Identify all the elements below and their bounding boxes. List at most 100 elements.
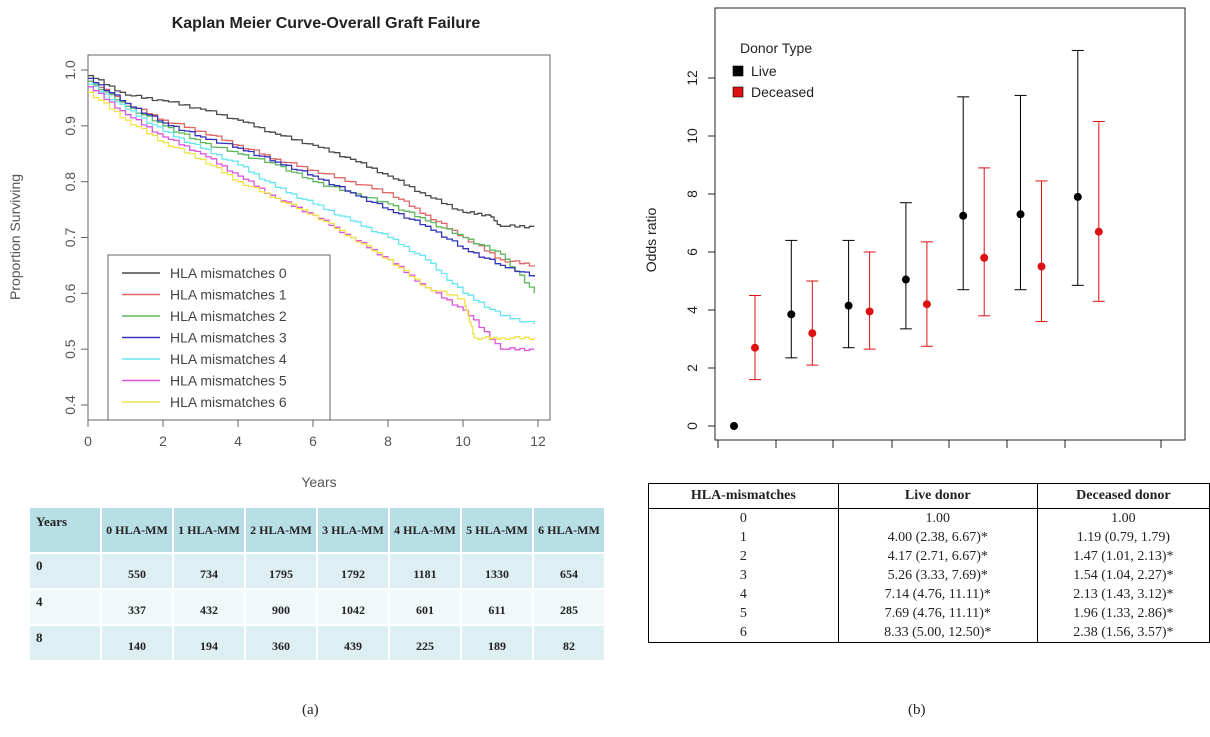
risk-count-cell: 285 xyxy=(533,589,606,626)
or-column-header: Live donor xyxy=(837,483,1038,509)
km-y-tick-label: 0.9 xyxy=(62,116,78,136)
risk-table: Years 0 HLA-MM 1 HLA-MM 2 HLA-MM 3 HLA-MM 4 H… xyxy=(30,508,606,662)
risk-count-cell: 654 xyxy=(533,553,606,590)
km-x-tick-label: 6 xyxy=(309,433,317,449)
km-y-tick-label: 0.6 xyxy=(62,283,78,303)
risk-column-header: 0 HLA-MM xyxy=(101,508,174,554)
or-table-cell: 1.19 (0.79, 1.79) xyxy=(1036,528,1210,547)
risk-header-years: Years xyxy=(30,508,102,554)
risk-count-cell: 900 xyxy=(245,589,318,626)
risk-count-cell: 432 xyxy=(173,589,246,626)
km-legend-label: HLA mismatches 2 xyxy=(170,308,287,324)
or-table-cell: 1.96 (1.33, 2.86)* xyxy=(1036,604,1210,623)
or-legend-label: Deceased xyxy=(751,84,814,100)
risk-count-cell: 439 xyxy=(317,625,390,662)
or-y-tick-label: 6 xyxy=(684,248,700,256)
km-legend-label: HLA mismatches 1 xyxy=(170,287,287,303)
risk-count-cell: 1792 xyxy=(317,553,390,590)
km-series-line xyxy=(88,91,535,340)
or-table-cell: 0 xyxy=(648,508,839,528)
km-title: Kaplan Meier Curve-Overall Graft Failure xyxy=(172,15,481,32)
km-series-line xyxy=(88,86,535,352)
or-point xyxy=(865,307,874,316)
or-table-cell: 2.38 (1.56, 3.57)* xyxy=(1036,623,1210,643)
km-x-tick-label: 0 xyxy=(84,433,92,449)
caption-b: (b) xyxy=(908,702,926,718)
or-table-cell: 8.33 (5.00, 12.50)* xyxy=(837,623,1038,643)
risk-count-cell: 225 xyxy=(389,625,462,662)
risk-count-cell: 189 xyxy=(461,625,534,662)
risk-count-cell: 337 xyxy=(101,589,174,626)
or-point xyxy=(730,422,738,430)
or-y-tick-label: 8 xyxy=(684,190,700,198)
risk-count-cell: 734 xyxy=(173,553,246,590)
or-table-cell: 2 xyxy=(648,547,839,566)
km-x-tick-label: 12 xyxy=(530,433,546,449)
or-table-cell: 1.00 xyxy=(1036,508,1210,528)
km-x-tick-label: 2 xyxy=(159,433,167,449)
or-table-header: HLA-mismatches Live donor Deceased donor xyxy=(648,483,1210,509)
or-point xyxy=(808,329,817,338)
km-legend-label: HLA mismatches 0 xyxy=(170,265,287,281)
or-point xyxy=(901,275,910,284)
risk-column-header: 2 HLA-MM xyxy=(245,508,318,554)
risk-column-header: 3 HLA-MM xyxy=(317,508,390,554)
risk-table-header: Years 0 HLA-MM 1 HLA-MM 2 HLA-MM 3 HLA-MM 4 H… xyxy=(30,508,606,554)
or-table-row: 2 4.17 (2.71, 6.67)* 1.47 (1.01, 2.13)* xyxy=(648,547,1210,566)
risk-count-cell: 611 xyxy=(461,589,534,626)
risk-table-row: 0 550 734 1795 1792 1181 1330 654 xyxy=(30,553,606,590)
km-legend-label: HLA mismatches 4 xyxy=(170,351,287,367)
or-point xyxy=(959,211,968,220)
or-table-row: 5 7.69 (4.76, 11.11)* 1.96 (1.33, 2.86)* xyxy=(648,604,1210,623)
risk-count-cell: 82 xyxy=(533,625,606,662)
km-legend-label: HLA mismatches 5 xyxy=(170,373,287,389)
or-legend-swatch xyxy=(732,86,744,98)
kaplan-meier-chart: Kaplan Meier Curve-Overall Graft Failure… xyxy=(7,15,551,490)
or-y-tick-label: 10 xyxy=(684,128,700,144)
risk-count-cell: 1330 xyxy=(461,553,534,590)
risk-column-header: 4 HLA-MM xyxy=(389,508,462,554)
risk-count-cell: 194 xyxy=(173,625,246,662)
or-point xyxy=(1016,210,1025,219)
risk-column-header: 1 HLA-MM xyxy=(173,508,246,554)
risk-year-cell: 4 xyxy=(30,589,102,626)
or-table-row: 0 1.00 1.00 xyxy=(648,508,1210,528)
or-table-row: 4 7.14 (4.76, 11.11)* 2.13 (1.43, 3.12)* xyxy=(648,585,1210,604)
odds-ratio-chart: 0 2 4 6 8 10 12 Odds ratio Donor Type Live Decease… xyxy=(643,7,1186,448)
or-table-row: 1 4.00 (2.38, 6.67)* 1.19 (0.79, 1.79) xyxy=(648,528,1210,547)
caption-a: (a) xyxy=(302,702,319,718)
risk-column-header: 6 HLA-MM xyxy=(533,508,606,554)
km-x-tick-label: 4 xyxy=(234,433,242,449)
risk-count-cell: 1795 xyxy=(245,553,318,590)
or-point xyxy=(1073,192,1082,201)
or-table-cell: 6 xyxy=(648,623,839,643)
km-y-tick-label: 0.5 xyxy=(62,339,78,359)
risk-table-row: 4 337 432 900 1042 601 611 285 xyxy=(30,589,606,626)
risk-count-cell: 1042 xyxy=(317,589,390,626)
km-series-line xyxy=(88,74,535,229)
or-point xyxy=(844,301,853,310)
km-x-tick-label: 10 xyxy=(455,433,471,449)
or-column-header: HLA-mismatches xyxy=(648,483,839,509)
or-table-cell: 3 xyxy=(648,566,839,585)
or-y-axis-label: Odds ratio xyxy=(643,207,659,272)
or-table-cell: 7.14 (4.76, 11.11)* xyxy=(837,585,1038,604)
or-table-cell: 1.54 (1.04, 2.27)* xyxy=(1036,566,1210,585)
km-x-tick-label: 8 xyxy=(384,433,392,449)
or-legend-swatch xyxy=(732,65,744,77)
km-y-tick-label: 0.4 xyxy=(62,395,78,415)
or-table-row: 3 5.26 (3.33, 7.69)* 1.54 (1.04, 2.27)* xyxy=(648,566,1210,585)
risk-year-cell: 8 xyxy=(30,625,102,662)
or-y-tick-label: 0 xyxy=(684,422,700,430)
or-point xyxy=(1037,262,1046,271)
risk-count-cell: 601 xyxy=(389,589,462,626)
or-point xyxy=(751,343,759,352)
risk-count-cell: 550 xyxy=(101,553,174,590)
risk-column-header: 5 HLA-MM xyxy=(461,508,534,554)
or-legend-title: Donor Type xyxy=(740,40,812,56)
odds-ratio-table: HLA-mismatches Live donor Deceased donor 0… xyxy=(648,483,1210,643)
km-y-tick-label: 0.8 xyxy=(62,172,78,192)
or-column-header: Deceased donor xyxy=(1036,483,1210,509)
or-table-cell: 2.13 (1.43, 3.12)* xyxy=(1036,585,1210,604)
or-table-cell: 7.69 (4.76, 11.11)* xyxy=(837,604,1038,623)
